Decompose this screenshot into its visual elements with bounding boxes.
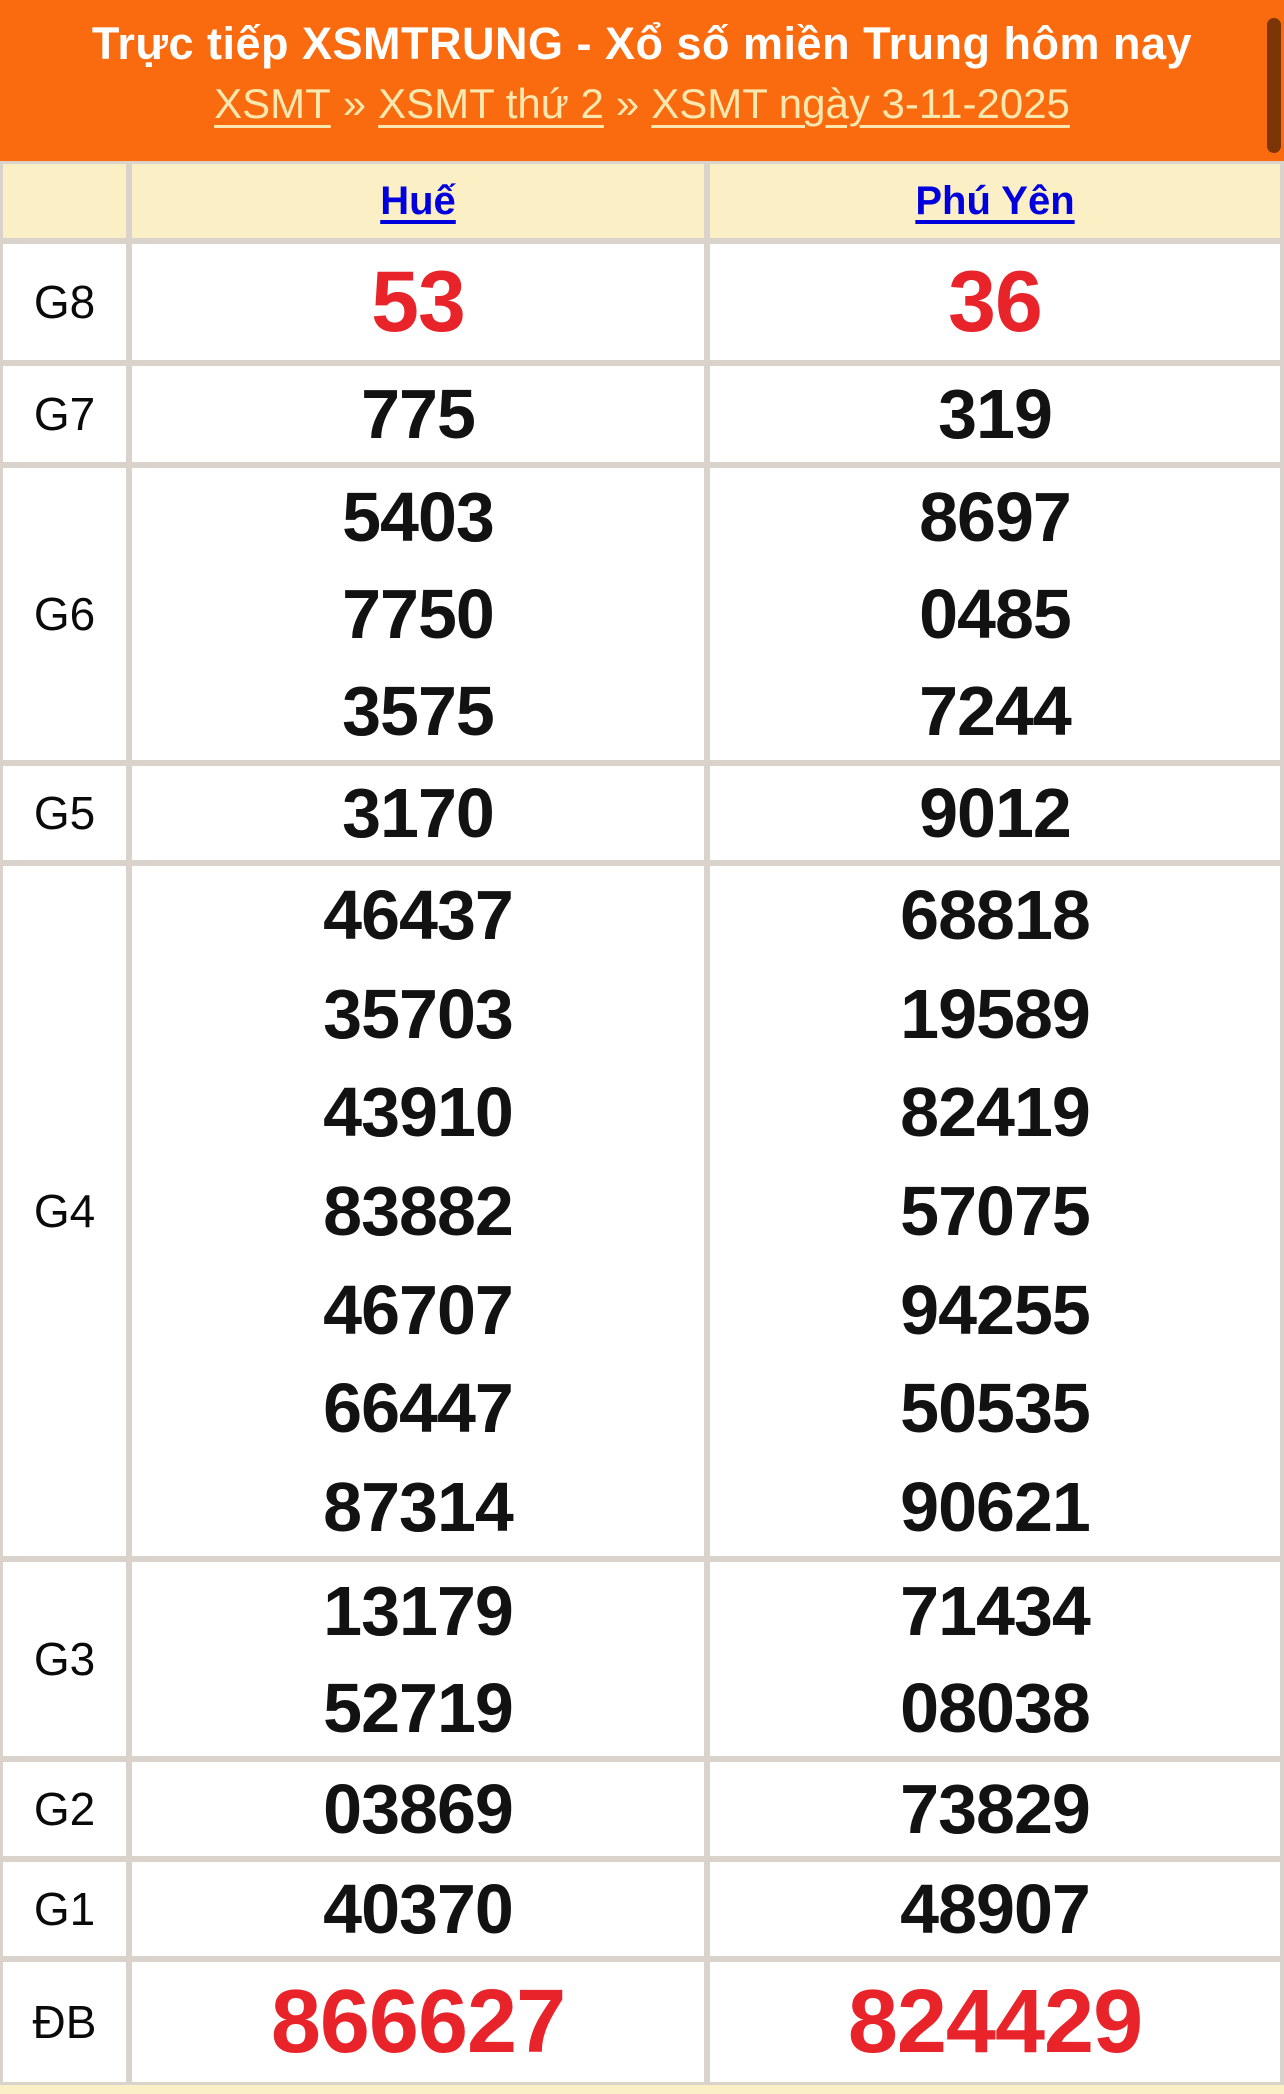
prize-label-g6: G6 xyxy=(3,468,126,760)
breadcrumb-link-xsmt-date[interactable]: XSMT ngày 3-11-2025 xyxy=(651,80,1070,127)
result-number: 83882 xyxy=(323,1172,514,1250)
prize-label-g3: G3 xyxy=(3,1562,126,1756)
prize-label-g2: G2 xyxy=(3,1762,126,1856)
cell-db-hue: 866627 xyxy=(132,1962,704,2082)
cell-g1-phuyen: 48907 xyxy=(710,1862,1280,1956)
result-number: 94255 xyxy=(900,1270,1091,1349)
province-link-hue[interactable]: Huế xyxy=(380,178,456,223)
cell-g2-hue: 03869 xyxy=(132,1762,704,1856)
scrollbar-thumb[interactable] xyxy=(1267,18,1281,153)
corner-cell xyxy=(3,164,126,238)
cell-g7-phuyen: 319 xyxy=(710,366,1280,462)
prize-label-g7: G7 xyxy=(3,366,126,462)
result-number: 35703 xyxy=(323,974,514,1053)
result-number: 90621 xyxy=(900,1467,1091,1546)
breadcrumb-link-xsmt[interactable]: XSMT xyxy=(214,80,331,127)
result-number: 68818 xyxy=(900,876,1091,955)
result-number: 866627 xyxy=(270,1971,566,2072)
province-link-phuyen[interactable]: Phú Yên xyxy=(915,178,1075,223)
cell-g7-hue: 775 xyxy=(132,366,704,462)
result-number: 8697 xyxy=(919,477,1072,556)
results-table: Huế Phú Yên G8 53 36 G7 775 319 G6 5403 … xyxy=(0,161,1284,2082)
result-number: 19589 xyxy=(900,974,1091,1053)
column-header-hue-cell: Huế xyxy=(132,164,704,238)
result-number: 3575 xyxy=(342,672,495,751)
prize-label-g8: G8 xyxy=(3,244,126,360)
result-number: 7244 xyxy=(919,672,1072,751)
result-number: 40370 xyxy=(323,1870,514,1948)
result-number: 43910 xyxy=(323,1073,514,1152)
result-number: 08038 xyxy=(900,1668,1091,1747)
result-number: 66447 xyxy=(323,1369,514,1448)
page-header: Trực tiếp XSMTRUNG - Xổ số miền Trung hô… xyxy=(0,0,1284,161)
result-number: 9012 xyxy=(919,774,1072,852)
prize-label-db: ĐB xyxy=(3,1962,126,2082)
result-number: 36 xyxy=(948,253,1043,350)
cell-g5-hue: 3170 xyxy=(132,766,704,860)
result-number: 48907 xyxy=(900,1870,1091,1948)
result-number: 7750 xyxy=(342,574,495,653)
cell-g1-hue: 40370 xyxy=(132,1862,704,1956)
result-number: 73829 xyxy=(900,1770,1091,1848)
breadcrumb-separator: » xyxy=(342,80,367,127)
breadcrumb: XSMT» XSMT thứ 2» XSMT ngày 3-11-2025 xyxy=(0,78,1284,130)
result-number: 87314 xyxy=(323,1467,514,1546)
result-number: 71434 xyxy=(900,1571,1091,1650)
result-number: 3170 xyxy=(342,774,495,852)
cell-db-phuyen: 824429 xyxy=(710,1962,1280,2082)
cell-g3-hue: 13179 52719 xyxy=(132,1562,704,1756)
result-number: 50535 xyxy=(900,1369,1091,1448)
cell-g8-hue: 53 xyxy=(132,244,704,360)
cell-g8-phuyen: 36 xyxy=(710,244,1280,360)
result-number: 775 xyxy=(361,375,476,453)
result-number: 13179 xyxy=(323,1571,514,1650)
page-title: Trực tiếp XSMTRUNG - Xổ số miền Trung hô… xyxy=(91,18,1193,69)
result-number: 57075 xyxy=(900,1172,1091,1250)
result-number: 53 xyxy=(371,253,466,350)
cell-g6-phuyen: 8697 0485 7244 xyxy=(710,468,1280,760)
result-number: 52719 xyxy=(323,1668,514,1747)
next-section-strip xyxy=(0,2082,1284,2094)
result-number: 0485 xyxy=(919,574,1072,653)
result-number: 46707 xyxy=(323,1270,514,1349)
cell-g4-phuyen: 68818 19589 82419 57075 94255 50535 9062… xyxy=(710,866,1280,1556)
column-header-phuyen-cell: Phú Yên xyxy=(710,164,1280,238)
result-number: 03869 xyxy=(323,1770,514,1848)
prize-label-g4: G4 xyxy=(3,866,126,1556)
breadcrumb-link-xsmt-thu-2[interactable]: XSMT thứ 2 xyxy=(378,80,604,127)
cell-g4-hue: 46437 35703 43910 83882 46707 66447 8731… xyxy=(132,866,704,1556)
result-number: 824429 xyxy=(847,1971,1143,2072)
breadcrumb-separator: » xyxy=(615,80,640,127)
result-number: 82419 xyxy=(900,1073,1091,1152)
prize-label-g1: G1 xyxy=(3,1862,126,1956)
prize-label-g5: G5 xyxy=(3,766,126,860)
cell-g5-phuyen: 9012 xyxy=(710,766,1280,860)
cell-g2-phuyen: 73829 xyxy=(710,1762,1280,1856)
cell-g6-hue: 5403 7750 3575 xyxy=(132,468,704,760)
result-number: 319 xyxy=(938,375,1053,453)
cell-g3-phuyen: 71434 08038 xyxy=(710,1562,1280,1756)
result-number: 46437 xyxy=(323,876,514,955)
result-number: 5403 xyxy=(342,477,495,556)
